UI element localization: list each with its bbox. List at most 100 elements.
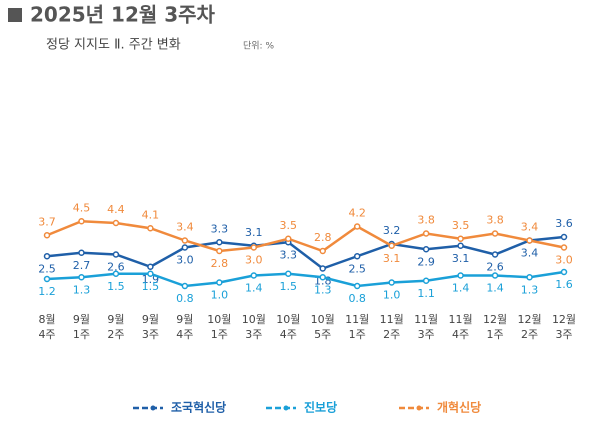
data-label: 2.5 [38, 262, 56, 275]
point [181, 237, 189, 244]
data-label: 0.8 [176, 292, 194, 305]
point [112, 219, 120, 227]
point [560, 268, 568, 276]
x-tick-label: 11월 4주 [448, 313, 473, 341]
point [422, 277, 430, 284]
legend-label: 조국혁신당 [171, 400, 226, 415]
data-label: 1.5 [142, 280, 160, 293]
x-tick-label: 11월 2주 [379, 313, 404, 341]
data-label: 2.5 [348, 262, 366, 275]
data-label: 3.0 [176, 254, 194, 267]
data-label: 2.9 [417, 255, 435, 268]
point [216, 239, 223, 246]
point [78, 249, 85, 256]
point [388, 242, 395, 249]
point [422, 230, 430, 237]
point [319, 247, 326, 255]
x-tick-label: 11월 3주 [414, 313, 439, 341]
data-label: 4.2 [348, 207, 366, 220]
x-tick-label: 12월 1주 [483, 313, 508, 341]
point [112, 251, 120, 258]
data-label: 3.1 [383, 252, 401, 265]
x-tick-label: 12월 2주 [517, 313, 542, 341]
data-label: 1.4 [245, 282, 263, 295]
point [491, 230, 499, 237]
point [181, 282, 189, 290]
point [78, 218, 85, 225]
point [43, 275, 51, 283]
point [43, 253, 51, 260]
data-label: 3.2 [383, 224, 401, 237]
data-label: 2.6 [107, 261, 125, 274]
x-tick-label: 8월 4주 [38, 313, 56, 341]
point [388, 279, 395, 286]
legend-dot [283, 405, 289, 411]
x-tick-label: 9월 3주 [141, 313, 159, 341]
data-label: 1.4 [486, 282, 504, 295]
data-label: 0.8 [348, 292, 366, 305]
point [353, 253, 361, 260]
x-tick-label: 12월 3주 [551, 313, 577, 341]
legend-dot [416, 405, 422, 411]
data-label: 1.4 [452, 282, 470, 295]
point [560, 244, 568, 251]
series-line [46, 235, 565, 270]
point [285, 270, 292, 277]
data-label: 3.3 [280, 248, 298, 261]
point [250, 244, 258, 251]
x-tick-label: 9월 2주 [107, 313, 125, 341]
series-line [46, 219, 565, 253]
data-label: 1.0 [383, 289, 401, 302]
data-label: 3.5 [280, 219, 298, 232]
point [147, 263, 154, 270]
data-label: 3.3 [211, 222, 229, 235]
point [285, 235, 292, 242]
data-label: 3.0 [245, 254, 263, 267]
data-label: 4.4 [107, 203, 125, 216]
data-label: 2.8 [314, 231, 332, 244]
data-label: 4.5 [73, 201, 91, 214]
point [181, 244, 189, 251]
point [526, 237, 533, 244]
data-label: 2.8 [211, 257, 229, 270]
title: 2025년 12월 3주차 [30, 3, 216, 27]
point [422, 246, 430, 253]
data-label: 1.5 [107, 280, 125, 293]
point [526, 274, 533, 281]
legend-label: 진보당 [304, 400, 337, 415]
data-label: 1.5 [280, 280, 298, 293]
point [560, 233, 568, 241]
legend-dot [150, 405, 156, 411]
data-label: 3.4 [176, 221, 194, 234]
point [319, 265, 326, 272]
data-label: 3.1 [452, 252, 470, 265]
point [250, 272, 258, 279]
point [112, 270, 120, 277]
data-label: 3.7 [38, 215, 56, 228]
point [216, 279, 223, 286]
x-tick-label: 9월 1주 [72, 313, 91, 341]
point [353, 223, 361, 230]
data-label: 1.6 [555, 278, 573, 291]
data-label: 3.8 [486, 214, 504, 227]
subtitle: 정당 지지도 Ⅱ. 주간 변화 [46, 38, 181, 53]
x-tick-label: 10월 1주 [207, 313, 232, 341]
data-label: 4.1 [142, 208, 160, 221]
point [319, 274, 326, 281]
legend-label: 개혁신당 [437, 400, 481, 415]
data-label: 1.2 [38, 285, 56, 298]
data-label: 3.1 [245, 226, 263, 239]
data-label: 3.0 [555, 254, 573, 267]
point [457, 272, 464, 279]
data-label: 2.7 [73, 259, 91, 272]
data-label: 1.0 [211, 289, 229, 302]
point [216, 247, 223, 255]
point [491, 272, 499, 279]
point [457, 242, 464, 249]
data-label: 3.5 [452, 219, 470, 232]
x-tick-label: 11월 1주 [345, 313, 370, 341]
data-label: 1.3 [521, 283, 539, 296]
data-label: 3.4 [521, 221, 539, 234]
